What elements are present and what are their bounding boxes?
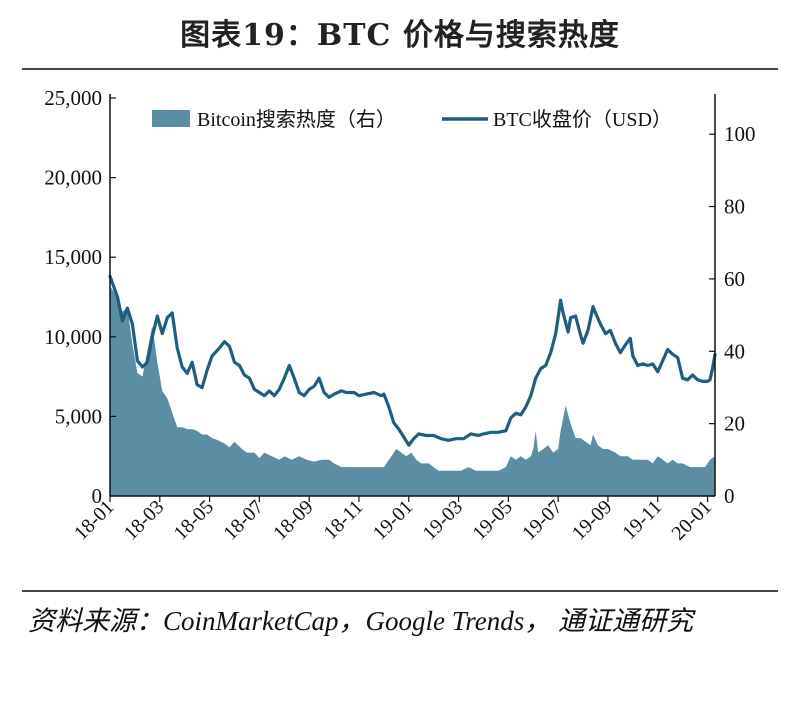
x-tick-label: 20-01 [668, 496, 717, 545]
x-tick-label: 19-01 [369, 496, 418, 545]
search-area-layer [110, 286, 715, 496]
right-tick-label: 0 [724, 484, 735, 508]
search-heat-area [110, 286, 715, 496]
legend-label-price: BTC收盘价（USD） [493, 108, 672, 131]
x-tick-label: 18-07 [219, 496, 268, 545]
left-tick-label: 0 [92, 484, 103, 508]
x-tick-label: 18-03 [120, 496, 169, 545]
btc-price-line [108, 274, 717, 447]
bottom-divider [22, 590, 778, 592]
right-tick-label: 100 [724, 122, 756, 146]
x-tick-label: 18-05 [170, 496, 219, 545]
legend: Bitcoin搜索热度（右） BTC收盘价（USD） [152, 108, 672, 131]
top-divider [22, 68, 778, 70]
x-tick-label: 19-09 [568, 496, 617, 545]
left-tick-label: 25,000 [44, 86, 102, 110]
right-tick-label: 20 [724, 412, 745, 436]
left-tick-label: 10,000 [44, 325, 102, 349]
chart-title: 图表19：BTC 价格与搜索热度 [180, 18, 620, 53]
x-tick-label: 19-05 [468, 496, 517, 545]
x-tick-label: 18-09 [269, 496, 318, 545]
right-tick-label: 80 [724, 195, 745, 219]
right-tick-label: 60 [724, 267, 745, 291]
x-tick-label: 19-07 [518, 496, 567, 545]
source-note: 资料来源：CoinMarketCap，Google Trends， 通证通研究 [28, 606, 693, 636]
right-tick-label: 40 [724, 339, 745, 363]
left-tick-label: 15,000 [44, 245, 102, 269]
x-tick-label: 19-11 [618, 496, 666, 544]
left-tick-label: 5,000 [55, 404, 102, 428]
left-tick-label: 20,000 [44, 166, 102, 190]
x-tick-label: 19-03 [419, 496, 468, 545]
price-line-layer [108, 274, 717, 447]
legend-swatch-search-area [152, 110, 190, 127]
btc-price-search-chart: 0 5,000 10,000 15,000 20,000 25,000 0 20 40 60 80 1… [44, 86, 756, 545]
legend-label-search: Bitcoin搜索热度（右） [197, 108, 396, 131]
x-tick-label: 18-11 [319, 496, 367, 544]
